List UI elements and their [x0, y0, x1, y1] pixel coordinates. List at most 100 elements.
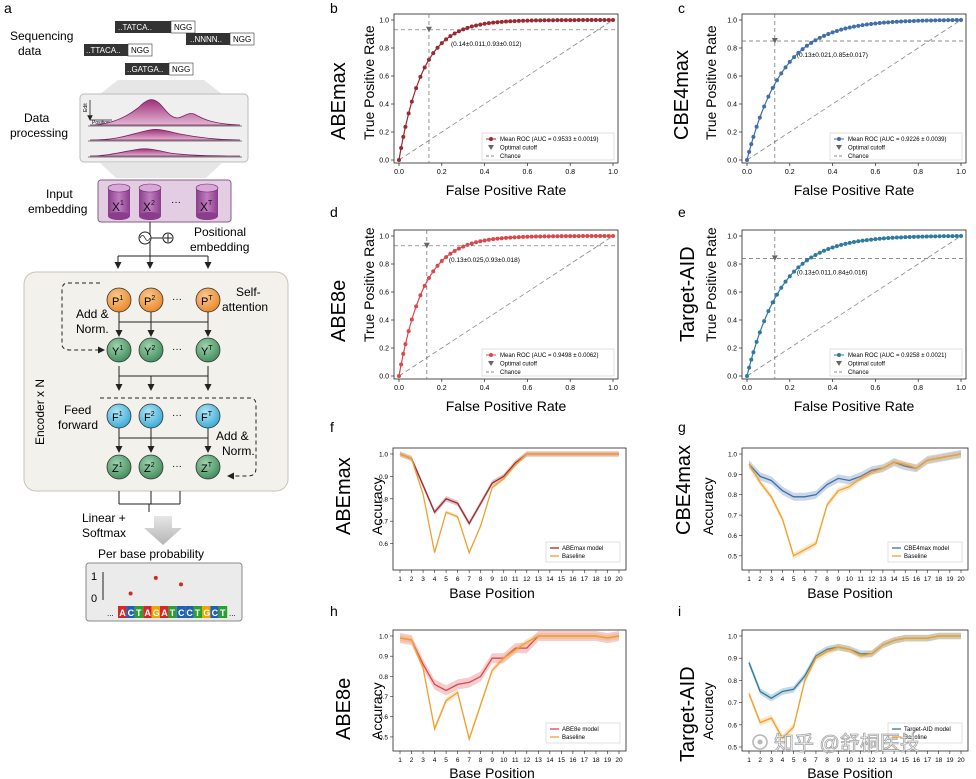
x-tick-label: 0.6 — [871, 169, 881, 176]
panel-a-schematic: a Sequencing data ..TATCA.. NGG ..NNNN..… — [4, 0, 289, 622]
roc-point — [937, 18, 942, 23]
roc-point — [809, 40, 814, 45]
roc-point — [757, 330, 762, 335]
x-tick-label: 14 — [546, 757, 554, 764]
roc-point — [749, 357, 754, 362]
roc-point — [435, 45, 440, 50]
roc-point — [593, 234, 598, 239]
roc-point — [933, 234, 938, 239]
output-base: A — [118, 606, 127, 618]
legend-entry: Target-AID model — [904, 727, 951, 733]
series-line — [748, 635, 961, 699]
roc-point — [830, 30, 835, 35]
roc-point — [796, 50, 801, 55]
roc-point — [504, 19, 508, 24]
linear-softmax-label-2: Softmax — [82, 526, 126, 540]
sequencing-label-2: data — [18, 44, 42, 58]
chart-title: Target-AID — [677, 666, 699, 762]
x-axis-label: Base Position — [449, 765, 535, 779]
svg-text:T: T — [195, 608, 201, 618]
roc-point — [406, 329, 411, 334]
sequencing-label-1: Sequencing — [10, 29, 73, 43]
y-tick-label: 0.8 — [379, 46, 389, 53]
roc-point — [465, 242, 470, 247]
roc-point — [907, 234, 912, 239]
roc-point — [546, 18, 551, 23]
x-tick-label: 0.4 — [480, 385, 490, 392]
roc-point — [826, 247, 831, 252]
x-tick-label: 7 — [814, 757, 818, 764]
roc-point — [817, 35, 822, 40]
x-tick-label: 4 — [433, 757, 437, 764]
y-tick-label: 0.5 — [728, 745, 737, 752]
svg-text:G: G — [203, 608, 210, 618]
encoder-label: Encoder x N — [33, 379, 47, 445]
legend-entry: Chance — [500, 154, 521, 160]
output-base: A — [143, 606, 152, 618]
roc-point — [439, 41, 444, 46]
cutoff-label: (0.13±0.011,0.84±0.016) — [797, 269, 868, 276]
series-line — [748, 453, 962, 557]
y-tick-label: 0.0 — [379, 158, 389, 165]
svg-text:A: A — [144, 608, 151, 618]
roc-point — [869, 237, 874, 242]
roc-point — [538, 18, 543, 23]
roc-point — [465, 25, 470, 30]
y-tick-label: 0.6 — [727, 290, 737, 297]
svg-text:..TATCA..: ..TATCA.. — [118, 23, 152, 32]
svg-text:A: A — [161, 608, 168, 618]
roc-point — [941, 234, 946, 239]
roc-point — [852, 24, 856, 29]
roc-point — [959, 18, 963, 22]
x-axis-label: Base Position — [449, 585, 535, 601]
y-axis-label: True Positive Rate — [703, 227, 719, 342]
roc-point — [929, 234, 934, 239]
y-tick-label: 0.8 — [379, 674, 388, 681]
add-norm-label-2b: Norm. — [222, 444, 255, 458]
x-tick-label: 4 — [781, 576, 785, 583]
legend-entry: Baseline — [904, 554, 928, 560]
panel-letter: f — [330, 419, 334, 435]
roc-point — [581, 18, 586, 23]
legend — [829, 348, 963, 377]
x-tick-label: 12 — [868, 576, 876, 583]
read-2: ..NNNN.. NGG — [186, 32, 255, 46]
self-attention-label-2: attention — [222, 300, 268, 314]
roc-point — [826, 32, 831, 37]
roc-point — [886, 20, 891, 25]
output-base: C — [126, 606, 135, 618]
panel-letter: h — [330, 603, 338, 619]
x-tick-label: 1.0 — [956, 385, 966, 392]
roc-point — [847, 240, 852, 245]
x-tick-label: 14 — [890, 757, 898, 764]
y-tick-label: 0.6 — [379, 541, 388, 548]
legend — [829, 132, 963, 161]
svg-text:F2: F2 — [144, 411, 155, 424]
roc-point — [572, 234, 577, 239]
roc-point — [401, 351, 406, 356]
panel-letter: i — [678, 603, 681, 619]
roc-point — [903, 19, 908, 24]
roc-point — [950, 234, 955, 239]
svg-text:NGG: NGG — [233, 35, 251, 44]
svg-text:···: ··· — [172, 410, 182, 421]
series-band — [749, 449, 961, 501]
legend-entry: Chance — [848, 154, 869, 160]
roc-point — [529, 18, 534, 23]
svg-text:知乎 @舒桐医技: 知乎 @舒桐医技 — [774, 732, 920, 755]
x-tick-label: 19 — [604, 576, 612, 583]
input-embedding-label-2: embedding — [28, 202, 87, 216]
roc-point — [881, 236, 886, 241]
output-base: T — [134, 606, 144, 618]
roc-point — [399, 145, 404, 150]
roc-point — [469, 24, 474, 29]
svg-text:T: T — [136, 608, 142, 618]
cutoff-label: (0.14±0.011,0.93±0.012) — [451, 41, 522, 48]
roc-point — [941, 18, 946, 23]
x-token-2: X2 — [138, 183, 162, 220]
roc-point — [508, 19, 513, 24]
roc-point — [444, 37, 449, 42]
roc-point — [452, 248, 457, 253]
roc-point — [461, 27, 466, 32]
y-tick-label: 0.2 — [727, 346, 737, 353]
